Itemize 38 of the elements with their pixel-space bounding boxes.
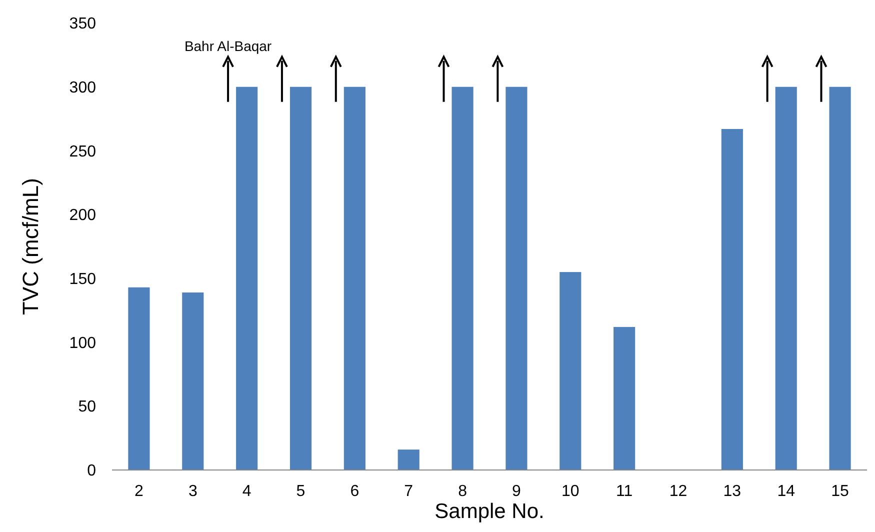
bar (344, 86, 366, 470)
x-tick-label: 6 (350, 483, 360, 500)
x-tick-label: 9 (512, 483, 522, 500)
y-tick-label: 350 (69, 16, 96, 33)
y-tick-label: 300 (69, 79, 96, 96)
bar (506, 86, 528, 470)
x-tick-label: 13 (723, 483, 742, 500)
bar (182, 292, 204, 470)
bar (560, 272, 582, 470)
x-tick-label: 11 (616, 483, 633, 500)
x-tick-label: 15 (831, 483, 850, 500)
y-axis-title: TVC (mcf/mL) (18, 178, 43, 315)
x-tick-label: 3 (188, 483, 198, 500)
x-axis-title: Sample No. (434, 500, 544, 523)
y-tick-label: 200 (69, 207, 96, 224)
x-tick-label: 5 (296, 483, 306, 500)
y-tick-label: 100 (69, 334, 96, 352)
x-tick-label: 4 (242, 483, 252, 500)
y-tick-label: 250 (69, 143, 96, 160)
x-tick-label: 2 (134, 483, 144, 500)
bar (398, 450, 420, 470)
bar (128, 287, 150, 470)
y-tick-label: 0 (87, 462, 96, 480)
x-tick-label: 8 (458, 483, 468, 500)
x-tick-label: 12 (669, 483, 688, 500)
x-tick-label: 14 (777, 483, 796, 500)
bar (829, 86, 851, 470)
y-tick-label: 150 (69, 271, 96, 288)
bar (236, 86, 258, 470)
bar (452, 86, 474, 470)
bar (775, 86, 797, 470)
annotation: Bahr Al-Baqar (184, 38, 272, 54)
x-tick-label: 10 (561, 483, 580, 500)
x-tick-label: 7 (404, 483, 414, 500)
bar (290, 86, 312, 470)
y-tick-label: 50 (78, 398, 96, 416)
bar (614, 326, 636, 470)
bar (721, 129, 743, 470)
